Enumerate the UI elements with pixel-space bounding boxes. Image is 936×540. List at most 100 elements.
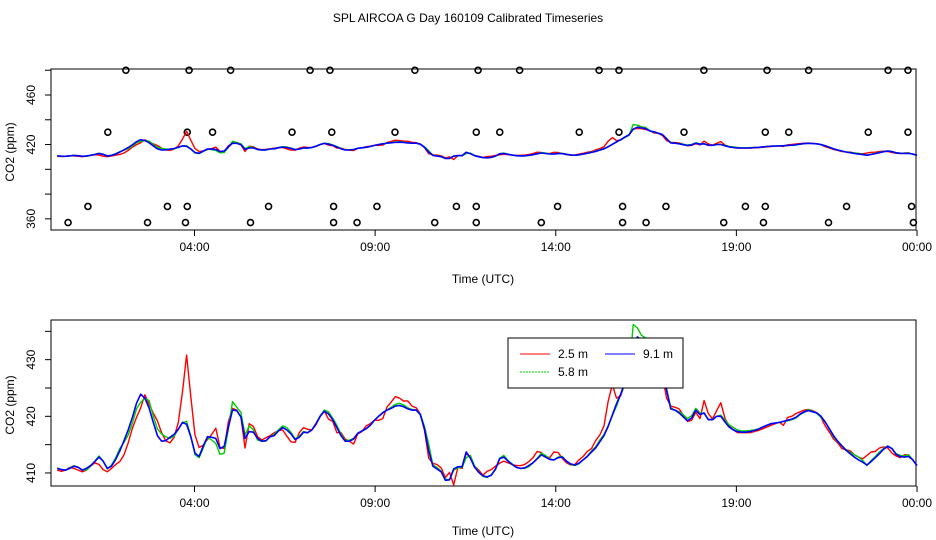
top-panel: 04:00 09:00 14:00 19:00 00:00 360 420 460 Time…	[3, 66, 932, 286]
annotation-circle	[391, 128, 399, 136]
annotation-circle	[763, 66, 771, 75]
annotation-circle	[662, 202, 670, 211]
annotation-circle	[595, 66, 603, 75]
annotation-circle	[430, 218, 439, 227]
annotation-circle	[185, 66, 193, 75]
annotation-circle	[904, 128, 912, 136]
annotation-circle	[642, 218, 650, 227]
annotation-circle	[680, 128, 688, 136]
annotation-circle	[515, 66, 524, 75]
x-tick-label: 09:00	[360, 496, 390, 510]
annotation-circle	[909, 218, 918, 227]
annotation-circle	[741, 202, 750, 211]
x-tick-label: 04:00	[179, 496, 209, 510]
legend-label-2-5m: 2.5 m	[558, 347, 588, 361]
annotation-circle	[904, 66, 912, 75]
annotation-circle	[553, 202, 562, 211]
annotation-circle	[842, 202, 851, 211]
x-tick-label: 00:00	[902, 496, 932, 510]
y-tick-label: 420	[24, 134, 38, 154]
x-tick-label: 09:00	[360, 240, 390, 254]
annotation-circle	[327, 128, 336, 136]
annotation-circle	[474, 66, 482, 75]
annotation-circle	[761, 202, 770, 211]
annotation-circle	[761, 128, 770, 136]
annotation-circle	[495, 128, 504, 136]
annotation-circle	[104, 128, 112, 136]
series-group	[56, 323, 918, 486]
plot-box	[50, 319, 917, 487]
annotation-circle	[373, 202, 381, 211]
annotation-circle	[472, 202, 481, 211]
annotation-circle	[411, 66, 419, 75]
annotation-circle	[264, 202, 273, 211]
annotation-circle	[326, 66, 334, 75]
legend-box	[507, 337, 684, 389]
annotation-circle	[208, 128, 217, 136]
legend-label-9-1m: 9.1 m	[643, 347, 673, 361]
annotation-circle	[246, 218, 255, 227]
series-line-2-5-m	[57, 127, 918, 161]
annotation-circle	[700, 66, 708, 75]
y-tick-label: 420	[24, 406, 38, 426]
annotation-circle	[472, 218, 481, 227]
annotation-circle	[181, 218, 190, 227]
figure-title: SPL AIRCOA G Day 160109 Calibrated Times…	[333, 11, 603, 25]
series-line-5-8-m	[56, 323, 918, 481]
y-tick-label: 460	[24, 85, 38, 105]
annotation-circle	[615, 128, 623, 136]
annotation-circle	[226, 66, 235, 75]
x-tick-label: 14:00	[541, 496, 571, 510]
annotation-circle	[824, 218, 833, 227]
annotation-circle	[329, 202, 338, 211]
annotation-circle	[163, 202, 172, 211]
legend-label-5-8m: 5.8 m	[558, 365, 588, 379]
annotation-circle	[864, 128, 873, 136]
x-tick-label: 14:00	[541, 240, 571, 254]
annotation-circle	[537, 218, 546, 227]
annotation-circle	[575, 128, 584, 136]
annotation-circle	[907, 202, 916, 211]
y-tick-label: 360	[24, 209, 38, 229]
annotation-circle	[183, 202, 192, 211]
y-axis: 360 420 460	[24, 69, 51, 229]
x-tick-label: 04:00	[179, 240, 209, 254]
annotation-circle	[84, 202, 92, 211]
annotation-circle	[64, 218, 72, 227]
x-axis-label: Time (UTC)	[452, 272, 514, 286]
legend: 2.5 m 9.1 m 5.8 m	[507, 337, 684, 389]
x-tick-label: 19:00	[721, 496, 751, 510]
series-line-9-1-m	[56, 336, 918, 482]
annotation-circle	[306, 66, 314, 75]
plot-box	[50, 68, 917, 231]
x-tick-label: 19:00	[721, 240, 751, 254]
annotation-circle	[884, 66, 892, 75]
annotation-circle	[615, 66, 623, 75]
series-line-9-1-m	[57, 126, 918, 160]
annotation-circle	[759, 218, 768, 227]
y-tick-label: 410	[24, 463, 38, 483]
annotation-circle	[288, 128, 296, 136]
y-axis-label: CO2 (ppm)	[3, 375, 17, 434]
x-axis: 04:00 09:00 14:00 19:00 00:00	[179, 486, 932, 510]
x-tick-label: 00:00	[902, 240, 932, 254]
annotation-circle	[329, 218, 338, 227]
annotation-circle	[618, 218, 627, 227]
annotation-circle	[353, 218, 361, 227]
x-axis: 04:00 09:00 14:00 19:00 00:00	[179, 230, 932, 254]
annotation-circle	[719, 218, 728, 227]
annotation-circle	[804, 66, 813, 75]
annotation-circle	[452, 202, 461, 211]
annotation-circles	[64, 66, 918, 227]
y-tick-label: 430	[24, 349, 38, 369]
bottom-panel: 04:00 09:00 14:00 19:00 00:00 410 420 430 Time…	[3, 319, 932, 538]
annotation-circle	[472, 128, 481, 136]
annotation-circle	[618, 202, 627, 211]
annotation-circle	[183, 128, 192, 136]
y-axis: 410 420 430	[24, 330, 51, 483]
annotation-circle	[784, 128, 793, 136]
annotation-circle	[143, 218, 152, 227]
series-group	[57, 123, 918, 161]
y-axis-label: CO2 (ppm)	[3, 122, 17, 181]
